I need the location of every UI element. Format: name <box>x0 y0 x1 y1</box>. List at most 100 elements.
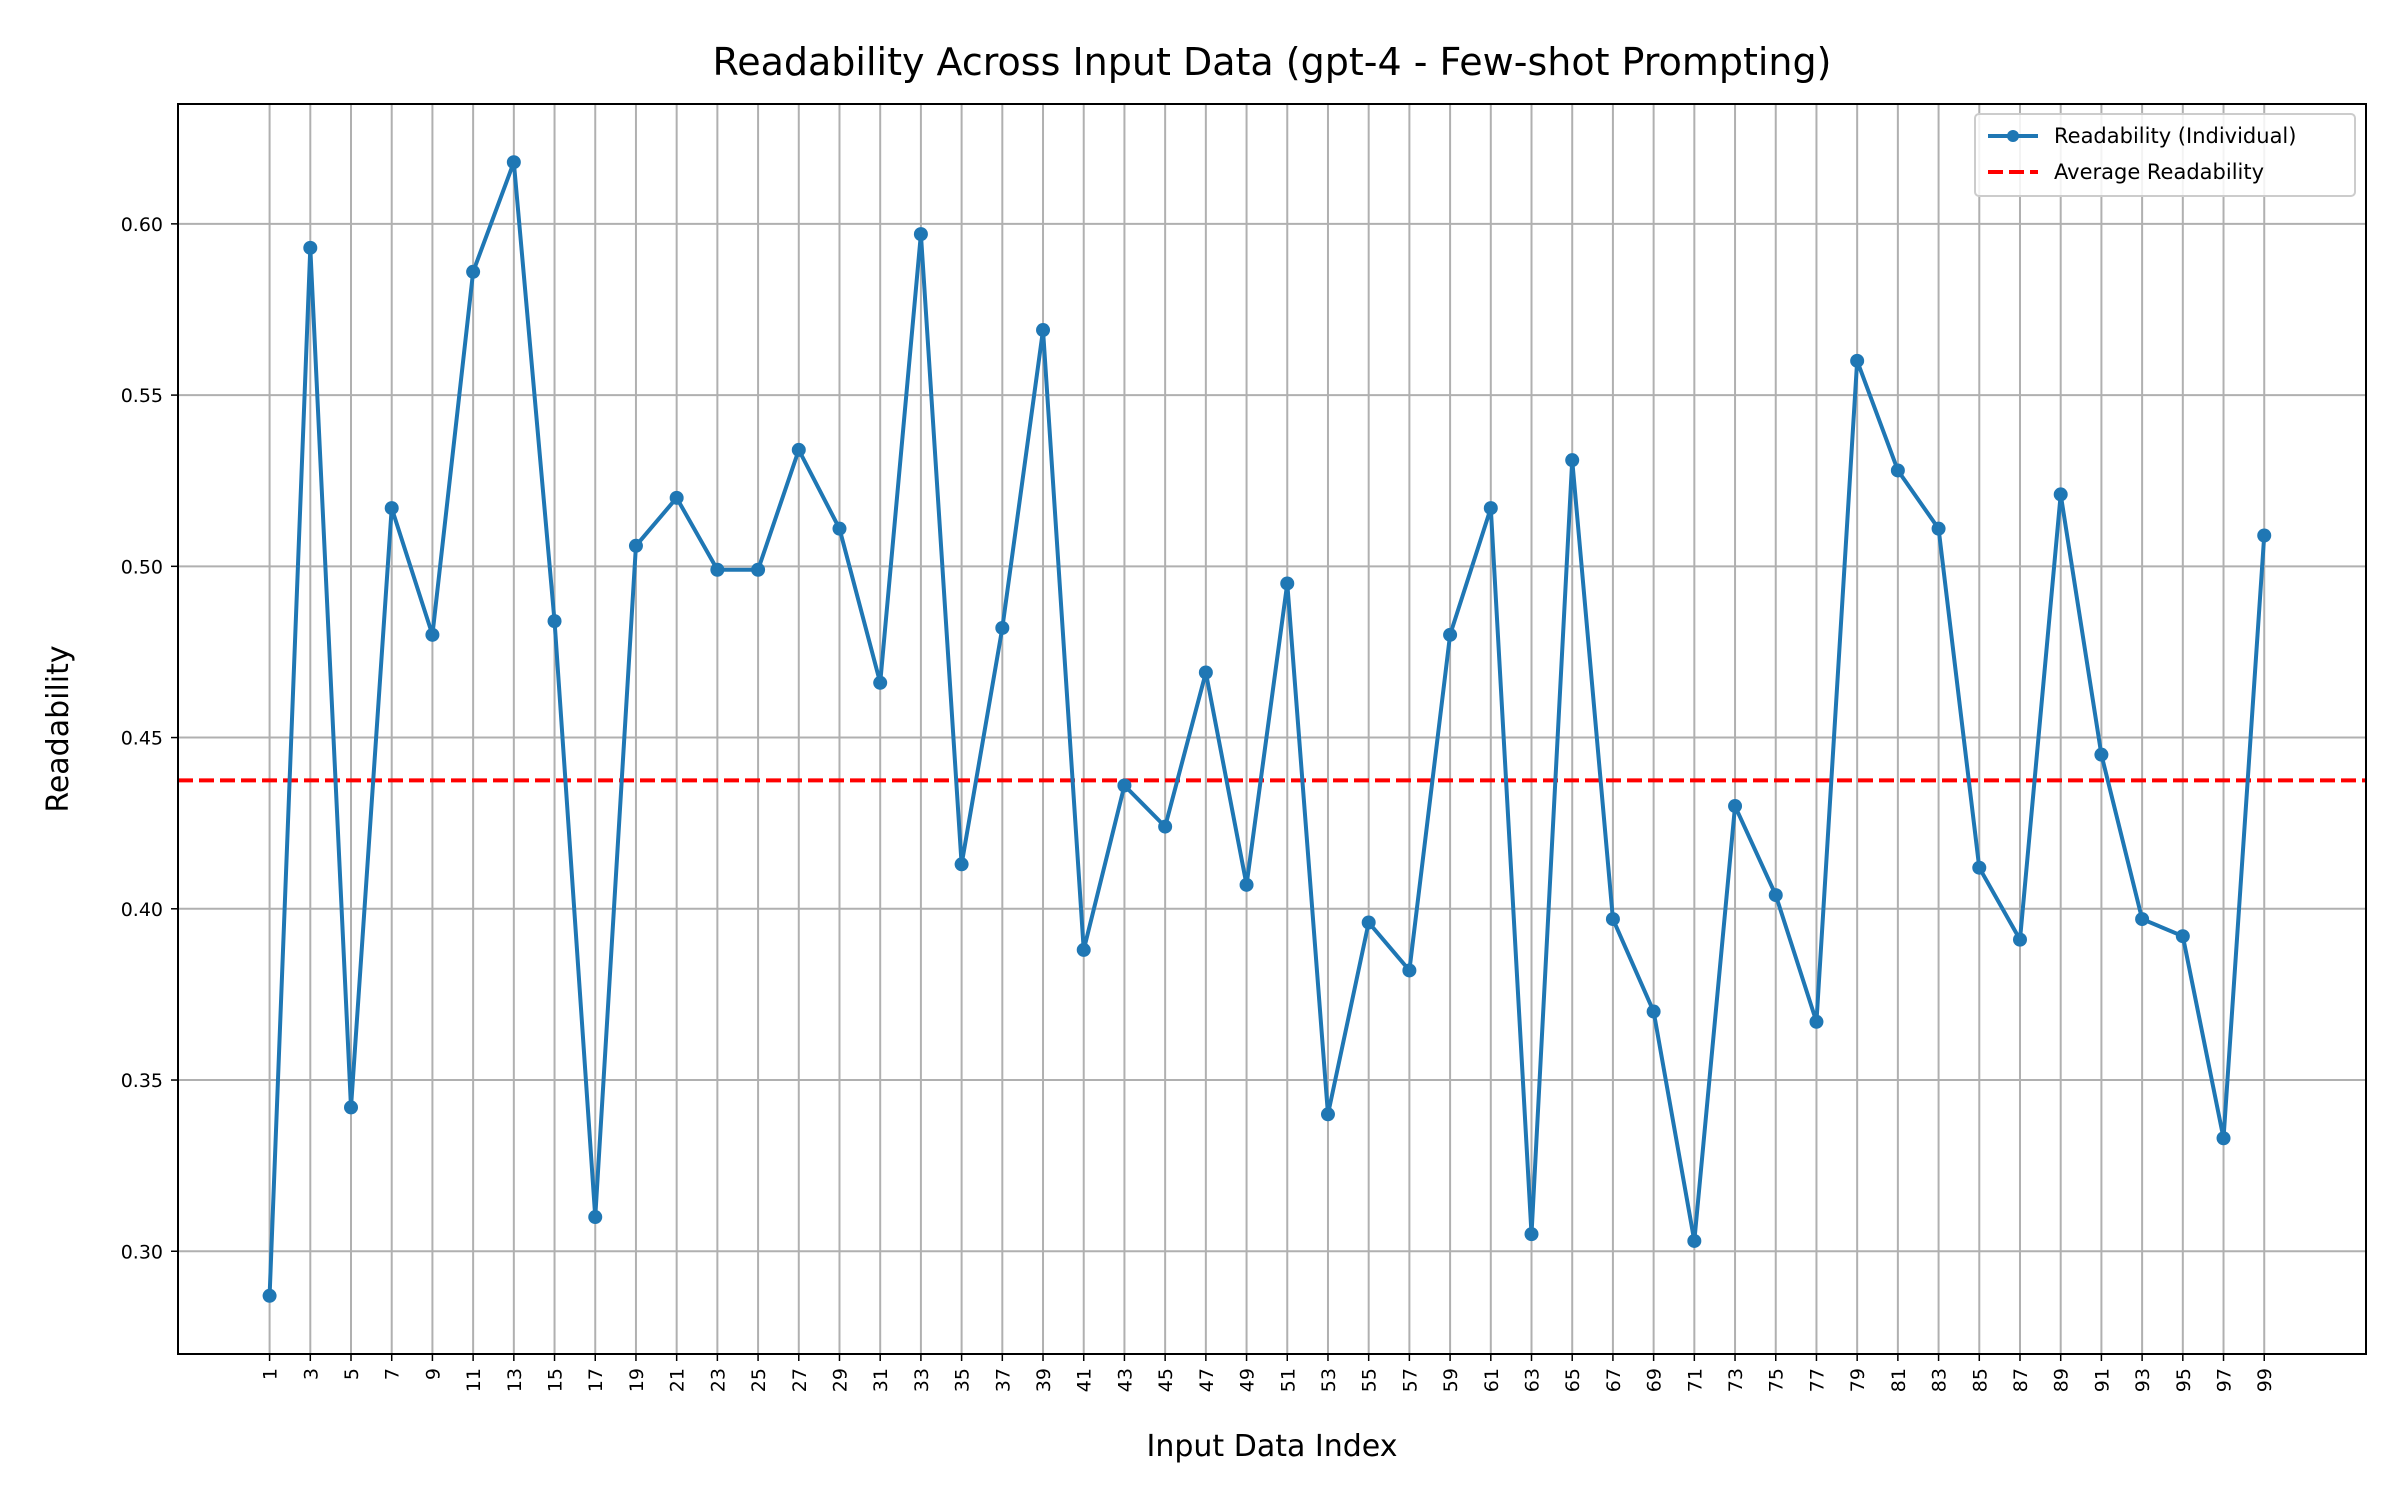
x-tick-label: 65 <box>1562 1368 1584 1392</box>
readability-point <box>384 501 399 516</box>
x-tick-label: 11 <box>463 1368 485 1392</box>
grid-lines <box>178 104 2366 1354</box>
x-tick-label: 95 <box>2173 1368 2195 1392</box>
x-tick-label: 21 <box>667 1368 689 1392</box>
readability-point <box>262 1288 277 1303</box>
readability-point <box>1850 353 1865 368</box>
plot-frame <box>177 103 2367 1355</box>
x-tick-label: 41 <box>1074 1368 1096 1392</box>
x-tick-label: 25 <box>748 1368 770 1392</box>
x-tick-label: 89 <box>2051 1368 2073 1392</box>
readability-point <box>1605 912 1620 927</box>
y-axis-title: Readability <box>41 645 76 812</box>
readability-point <box>547 614 562 629</box>
y-tick-label: 0.30 <box>121 1241 163 1263</box>
x-tick-label: 85 <box>1969 1368 1991 1392</box>
readability-point <box>1076 942 1091 957</box>
readability-point <box>1280 576 1295 591</box>
readability-point <box>1402 963 1417 978</box>
readability-point <box>466 264 481 279</box>
readability-point <box>303 240 318 255</box>
readability-point <box>1565 453 1580 468</box>
x-tick-label: 93 <box>2132 1368 2154 1392</box>
readability-point <box>2135 912 2150 927</box>
y-tick-label: 0.50 <box>121 556 163 578</box>
x-tick-label: 63 <box>1522 1368 1544 1392</box>
chart-title: Readability Across Input Data (gpt-4 - F… <box>713 40 1832 84</box>
x-tick-label: 5 <box>341 1368 363 1380</box>
readability-series-line <box>267 160 2267 1296</box>
x-tick-label: 91 <box>2091 1368 2113 1392</box>
x-tick-label: 73 <box>1725 1368 1747 1392</box>
x-tick-label: 15 <box>545 1368 567 1392</box>
legend-series-label: Readability (Individual) <box>2054 124 2296 148</box>
x-tick-label: 23 <box>707 1368 729 1392</box>
y-axis-ticks: 0.30 0.35 0.40 0.45 0.50 0.55 0.60 <box>121 214 178 1263</box>
x-tick-label: 9 <box>422 1368 444 1380</box>
x-tick-label: 61 <box>1481 1368 1503 1392</box>
readability-point <box>2175 929 2190 944</box>
readability-point <box>2094 747 2109 762</box>
legend: Readability (Individual) Average Readabi… <box>1974 113 2356 197</box>
readability-point <box>873 675 888 690</box>
readability-point <box>1198 665 1213 680</box>
x-tick-label: 37 <box>992 1368 1014 1392</box>
readability-point <box>1239 877 1254 892</box>
x-tick-label: 77 <box>1806 1368 1828 1392</box>
x-tick-label: 83 <box>1929 1368 1951 1392</box>
x-tick-label: 51 <box>1277 1368 1299 1392</box>
readability-point <box>1687 1233 1702 1248</box>
y-tick-label: 0.45 <box>121 728 163 750</box>
series-group <box>262 155 2272 1303</box>
x-tick-label: 3 <box>300 1368 322 1380</box>
readability-point <box>1361 915 1376 930</box>
readability-point <box>344 1100 359 1115</box>
x-tick-label: 97 <box>2214 1368 2236 1392</box>
x-tick-label: 47 <box>1196 1368 1218 1392</box>
readability-point <box>1890 463 1905 478</box>
x-tick-label: 13 <box>504 1368 526 1392</box>
y-tick-label: 0.35 <box>121 1070 163 1092</box>
x-tick-label: 19 <box>626 1368 648 1392</box>
x-tick-label: 45 <box>1155 1368 1177 1392</box>
readability-point <box>791 442 806 457</box>
readability-point <box>751 562 766 577</box>
readability-point <box>2216 1131 2231 1146</box>
readability-point <box>1972 860 1987 875</box>
x-tick-label: 59 <box>1440 1368 1462 1392</box>
x-tick-label: 29 <box>829 1368 851 1392</box>
x-tick-label: 55 <box>1359 1368 1381 1392</box>
x-tick-label: 69 <box>1644 1368 1666 1392</box>
x-tick-label: 99 <box>2254 1368 2276 1392</box>
readability-point <box>2053 487 2068 502</box>
x-tick-label: 49 <box>1237 1368 1259 1392</box>
x-tick-label: 1 <box>260 1368 282 1380</box>
readability-point <box>995 620 1010 635</box>
readability-point <box>1809 1014 1824 1029</box>
legend-box <box>1974 113 2356 197</box>
readability-point <box>506 155 521 170</box>
y-tick-label: 0.40 <box>121 899 163 921</box>
x-tick-label: 7 <box>382 1368 404 1380</box>
x-tick-label: 79 <box>1847 1368 1869 1392</box>
readability-point <box>832 521 847 536</box>
readability-point <box>1483 501 1498 516</box>
readability-point <box>588 1210 603 1225</box>
readability-point <box>2257 528 2272 543</box>
readability-point <box>1768 888 1783 903</box>
readability-point <box>1036 323 1051 338</box>
readability-point <box>1117 778 1132 793</box>
x-tick-label: 33 <box>911 1368 933 1392</box>
legend-average-label: Average Readability <box>2054 160 2264 184</box>
readability-point <box>1320 1107 1335 1122</box>
readability-point <box>425 627 440 642</box>
readability-point <box>710 562 725 577</box>
x-axis-ticks: 1 3 5 7 9 11 13 15 17 19 21 23 25 27 29 31 33 35 37 39 41 43 4… <box>260 1354 2276 1392</box>
readability-point <box>1646 1004 1661 1019</box>
x-tick-label: 17 <box>585 1368 607 1392</box>
x-tick-label: 27 <box>789 1368 811 1392</box>
x-axis-title: Input Data Index <box>1147 1429 1398 1464</box>
x-tick-label: 75 <box>1766 1368 1788 1392</box>
readability-point <box>1443 627 1458 642</box>
